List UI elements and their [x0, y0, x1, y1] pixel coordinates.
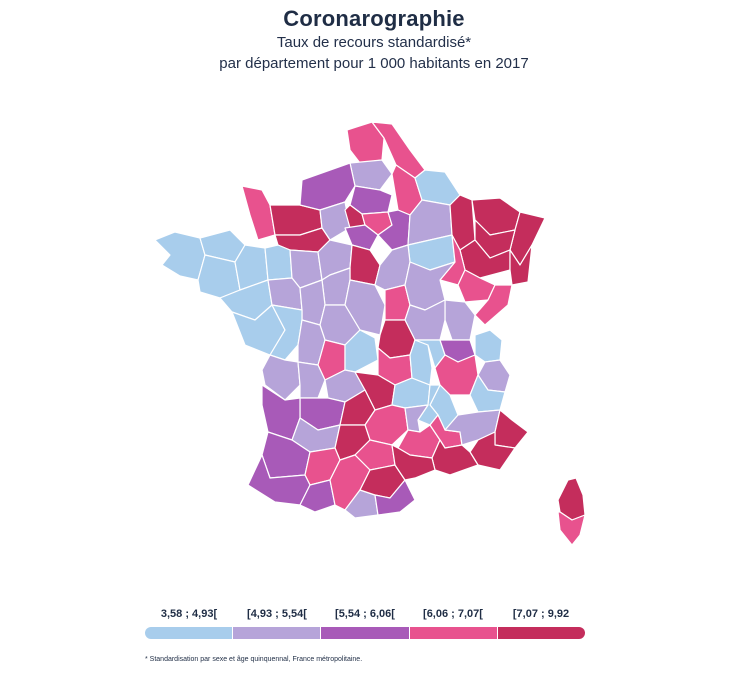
legend-swatch-class-3	[321, 627, 410, 639]
region-ardeche[interactable]	[417, 384, 441, 426]
footnote: * Standardisation par sexe et âge quinqu…	[145, 656, 363, 663]
region-herault[interactable]	[391, 444, 436, 481]
region-corse-du-sud[interactable]	[557, 511, 586, 546]
region-yonne[interactable]	[374, 244, 411, 291]
region-loiret[interactable]	[349, 244, 381, 286]
legend-color-bar	[145, 627, 585, 639]
legend-swatch-class-2	[233, 627, 322, 639]
region-haute-savoie[interactable]	[474, 329, 503, 363]
region-deux-sevres[interactable]	[269, 304, 303, 361]
legend-label-class-4: [6,06 ; 7,07[	[423, 608, 483, 620]
region-finistere[interactable]	[154, 231, 206, 281]
region-bouches-du-rhone[interactable]	[431, 439, 479, 476]
legend-label-class-5: [7,07 ; 9,92	[512, 608, 570, 620]
france-choropleth-map	[154, 121, 586, 546]
region-pyrenees-orientales[interactable]	[374, 479, 416, 516]
region-somme[interactable]	[349, 159, 393, 191]
region-charente-maritime[interactable]	[261, 354, 301, 401]
region-seine-maritime[interactable]	[299, 162, 356, 211]
map-title: Coronarographie	[283, 6, 465, 31]
legend-swatch-class-5	[497, 627, 585, 639]
region-morbihan[interactable]	[197, 254, 241, 299]
region-manche[interactable]	[241, 185, 276, 241]
region-jura[interactable]	[444, 299, 476, 341]
legend-swatch-class-4	[409, 627, 498, 639]
region-mayenne[interactable]	[264, 244, 293, 281]
map-subtitle-line2: par département pour 1 000 habitants en …	[219, 55, 529, 72]
legend-swatch-class-1	[145, 627, 234, 639]
legend-label-class-1: 3,58 ; 4,93[	[160, 608, 218, 620]
region-eure[interactable]	[319, 201, 351, 241]
map-subtitle-line1: Taux de recours standardisé*	[276, 34, 472, 51]
legend-labels: 3,58 ; 4,93[ [4,93 ; 5,54[ [5,54 ; 6,06[…	[145, 608, 585, 624]
legend-label-class-2: [4,93 ; 5,54[	[247, 608, 307, 620]
region-lozere[interactable]	[404, 404, 429, 433]
region-alpes-maritimes[interactable]	[494, 409, 529, 449]
region-yvelines-essonne[interactable]	[344, 224, 379, 251]
legend-label-class-3: [5,54 ; 6,06[	[335, 608, 395, 620]
region-haut-rhin[interactable]	[509, 244, 533, 286]
